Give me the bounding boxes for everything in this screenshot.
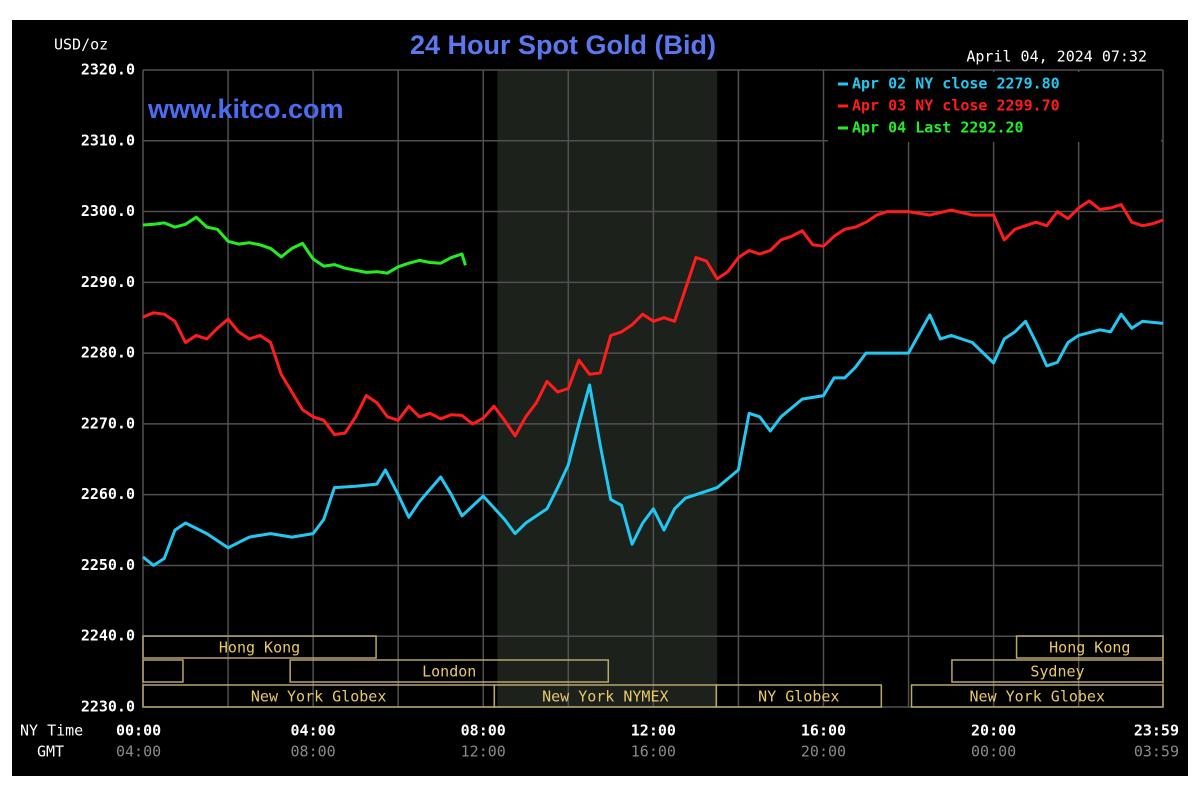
session-label: London [422, 663, 476, 681]
shaded-region [497, 70, 718, 707]
x-tick-label: 23:59 [1134, 722, 1179, 740]
y-tick-label: 2230.0 [81, 698, 135, 716]
session-box [910, 684, 1164, 708]
legend-label: Apr 03 NY close 2299.70 [852, 97, 1060, 115]
session-box [715, 684, 883, 708]
x-tick-label: 12:00 [631, 722, 676, 740]
x-tick-label: 16:00 [801, 722, 846, 740]
x2-tick-label: 00:00 [971, 743, 1016, 761]
x2-tick-label: 03:59 [1134, 743, 1179, 761]
series-line [142, 199, 1164, 438]
x2-row-label: GMT [37, 743, 64, 761]
session-label: New York NYMEX [542, 688, 668, 706]
y-tick-label: 2310.0 [81, 131, 135, 149]
x2-tick-label: 08:00 [291, 743, 336, 761]
x2-tick-label: 12:00 [461, 743, 506, 761]
y-tick-label: 2270.0 [81, 414, 135, 432]
session-box [1015, 635, 1164, 659]
y-axis-label: USD/oz [54, 36, 108, 54]
x-row-label: NY Time [20, 722, 83, 740]
session-label: Hong Kong [219, 639, 300, 657]
session-label: Sydney [1030, 663, 1084, 681]
session-box [142, 659, 184, 683]
watermark: www.kitco.com [147, 94, 344, 124]
session-label: New York Globex [970, 688, 1105, 706]
x2-tick-label: 16:00 [631, 743, 676, 761]
x-tick-label: 08:00 [461, 722, 506, 740]
chart-title: 24 Hour Spot Gold (Bid) [410, 30, 716, 60]
session-label: NY Globex [758, 688, 839, 706]
timestamp: April 04, 2024 07:32 [966, 48, 1147, 66]
x-tick-label: 20:00 [971, 722, 1016, 740]
y-tick-label: 2240.0 [81, 627, 135, 645]
x2-tick-label: 04:00 [116, 743, 161, 761]
y-tick-label: 2260.0 [81, 485, 135, 503]
session-label: New York Globex [251, 688, 386, 706]
y-tick-label: 2300.0 [81, 202, 135, 220]
y-tick-label: 2290.0 [81, 273, 135, 291]
legend-label: Apr 04 Last 2292.20 [852, 119, 1024, 137]
y-tick-label: 2250.0 [81, 556, 135, 574]
x2-tick-label: 20:00 [801, 743, 846, 761]
session-box [142, 635, 377, 659]
series-line [142, 312, 1164, 567]
x-tick-label: 00:00 [116, 722, 161, 740]
legend-box [828, 72, 1161, 142]
session-box [289, 659, 610, 683]
session-box [951, 659, 1164, 683]
y-tick-label: 2320.0 [81, 61, 135, 79]
y-tick-label: 2280.0 [81, 344, 135, 362]
series-line [142, 215, 467, 275]
plot-area [142, 69, 1164, 708]
session-label: Hong Kong [1049, 639, 1130, 657]
x-tick-label: 04:00 [291, 722, 336, 740]
legend-label: Apr 02 NY close 2279.80 [852, 75, 1060, 93]
